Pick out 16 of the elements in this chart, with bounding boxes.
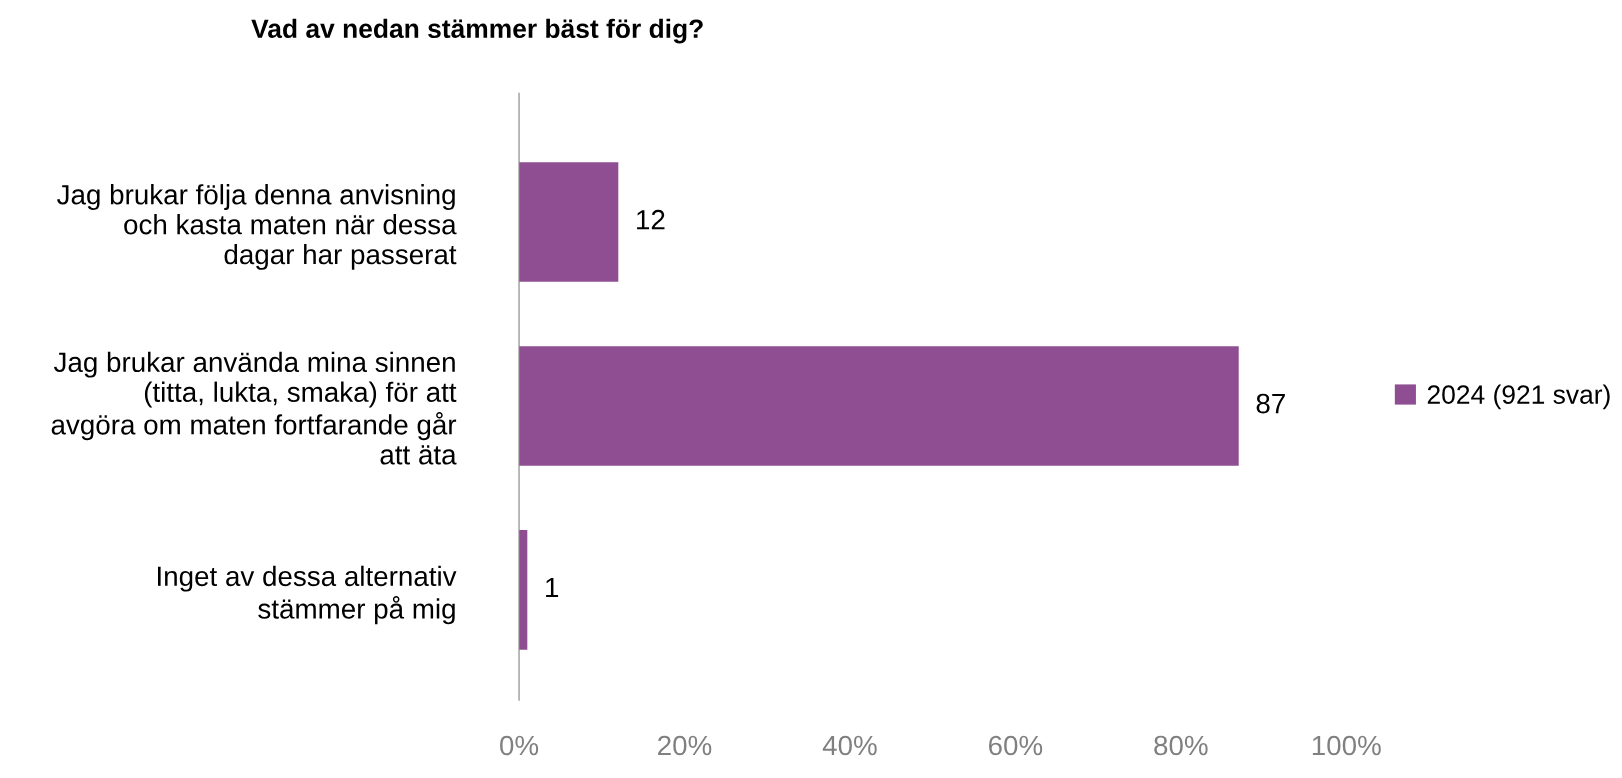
x-tick-label: 80% <box>1154 735 1208 756</box>
chart-title: Vad av nedan stämmer bäst för dig? <box>251 18 703 44</box>
x-tick-label: 40% <box>822 735 877 756</box>
x-tick-label: 20% <box>658 735 712 756</box>
data-label: 12 <box>637 209 665 230</box>
x-tick-label: 60% <box>988 735 1043 756</box>
x-tick-label: 0% <box>500 735 539 756</box>
data-label: 1 <box>546 577 559 598</box>
bar <box>519 162 619 282</box>
y-tick-label: Jag brukar använda mina sinnen (titta, lukta, smaka) för att avgöra om maten fortfarande går att äta <box>51 351 457 465</box>
x-tick-label: 100% <box>1312 735 1381 756</box>
bar <box>519 346 1239 466</box>
data-label: 87 <box>1256 393 1285 414</box>
y-tick-label: Inget av dessa alternativ stämmer på mig <box>158 565 457 625</box>
y-tick-label: Jag brukar följa denna anvisning och kasta maten när dessa dagar har passerat <box>57 184 457 270</box>
legend-label: 2024 (921 svar) <box>1427 384 1610 410</box>
